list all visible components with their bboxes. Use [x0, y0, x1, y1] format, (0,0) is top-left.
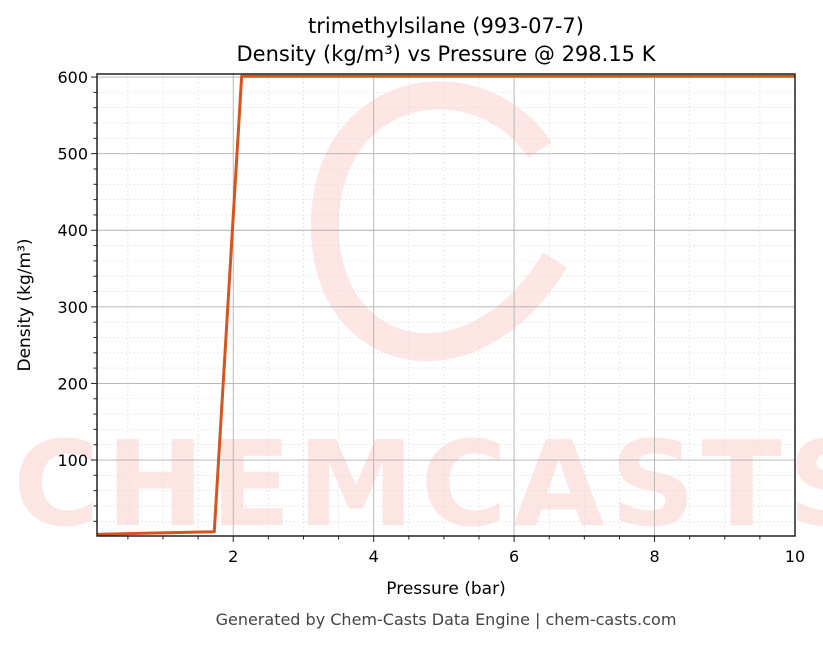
x-tick-label: 2 [228, 547, 238, 566]
x-tick-label: 4 [369, 547, 379, 566]
y-tick-label: 500 [57, 145, 88, 164]
chart-subtitle: Density (kg/m³) vs Pressure @ 298.15 K [236, 42, 656, 66]
series-line [96, 74, 795, 536]
footer-credit: Generated by Chem-Casts Data Engine | ch… [216, 610, 677, 629]
series [96, 74, 795, 536]
x-tick-label: 8 [649, 547, 659, 566]
x-axis-label: Pressure (bar) [386, 579, 505, 599]
y-tick-label: 300 [57, 298, 88, 317]
plot-frame [96, 73, 796, 537]
x-tick-label: 6 [509, 547, 519, 566]
ticks: 2 4 6 8 10 100 200 300 400 500 600 [57, 68, 805, 566]
y-axis-label: Density (kg/m³) [15, 238, 35, 371]
x-tick-label: 10 [785, 547, 805, 566]
watermark-text: CHEMCASTS [13, 415, 823, 553]
chart-title: trimethylsilane (993-07-7) [308, 14, 584, 38]
y-tick-label: 400 [57, 221, 88, 240]
y-tick-label: 100 [57, 451, 88, 470]
y-tick-label: 200 [57, 374, 88, 393]
y-tick-label: 600 [57, 68, 88, 87]
watermark-logo: CHEMCASTS [13, 81, 823, 553]
